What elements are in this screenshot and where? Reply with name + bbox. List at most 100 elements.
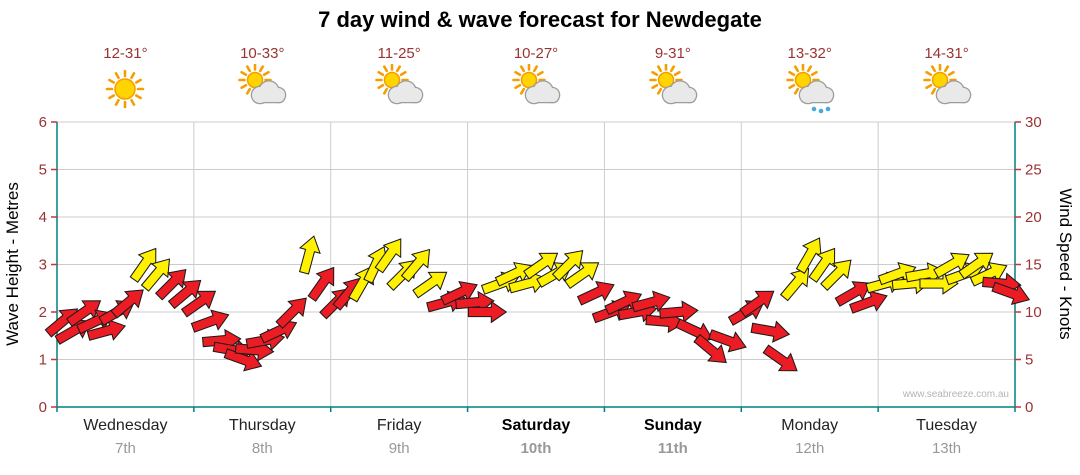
wind-arrow xyxy=(779,267,810,302)
sun-ray xyxy=(259,65,265,73)
sun-ray xyxy=(793,87,799,95)
wind-arrow-shape xyxy=(659,300,699,323)
sun-ray xyxy=(514,70,522,77)
sun-ray xyxy=(246,65,252,73)
wind-arrow-shape xyxy=(820,259,852,291)
wind-arrow xyxy=(412,271,448,299)
temperature-label-wednesday: 12-31° xyxy=(103,45,148,62)
wind-arrow-shape xyxy=(564,262,600,290)
wind-arrow xyxy=(958,252,994,280)
sun-ray xyxy=(377,83,385,90)
weather-icon-partly-cloudy xyxy=(922,64,971,105)
wind-arrow-shape xyxy=(523,252,559,280)
sun-ray xyxy=(240,70,248,77)
wind-arrow-shape xyxy=(307,266,335,302)
sun-ray xyxy=(130,98,136,106)
sun-rays-icon xyxy=(785,64,820,97)
page-title: 7 day wind & wave forecast for Newdegate xyxy=(318,7,762,32)
day-date-wednesday: 7th xyxy=(114,440,136,457)
wind-arrow xyxy=(154,269,187,301)
wind-arrow-shape xyxy=(834,281,872,307)
sun-ray xyxy=(943,65,949,73)
temperature-label-sunday: 9-31° xyxy=(654,45,691,62)
wind-arrow-shape xyxy=(708,329,747,353)
wind-arrow-shape xyxy=(779,267,810,302)
sun-ray xyxy=(514,83,522,90)
sun-ray xyxy=(787,70,795,77)
sun-ray xyxy=(130,72,136,80)
day-date-thursday: 8th xyxy=(251,440,273,457)
wind-arrow-shape xyxy=(750,320,791,343)
left-axis-title: Wave Height - Metres xyxy=(3,182,22,346)
cloud-icon xyxy=(661,80,698,105)
wind-arrow xyxy=(750,320,791,343)
sun-ray xyxy=(115,72,121,80)
sun-ray xyxy=(924,83,932,90)
sun-ray xyxy=(399,70,407,77)
left-axis-tick-label: 4 xyxy=(39,209,47,226)
wind-arrow xyxy=(307,266,335,302)
sun-ray xyxy=(810,70,818,77)
sun-ray xyxy=(651,70,659,77)
wind-arrow-shape xyxy=(958,252,994,280)
sun-ray xyxy=(383,87,389,95)
sun-ray xyxy=(108,94,116,100)
temperature-label-thursday: 10-33° xyxy=(240,45,285,62)
left-axis-tick-label: 1 xyxy=(39,352,47,369)
sun-ray xyxy=(396,65,402,73)
raindrops-icon xyxy=(811,106,831,114)
wind-arrow-shape xyxy=(412,271,448,299)
sun-ray xyxy=(669,65,675,73)
sun-ray xyxy=(651,83,659,90)
wind-arrow-shape xyxy=(167,279,202,310)
wind-arrow-shape xyxy=(275,297,307,329)
right-axis-tick-label: 15 xyxy=(1025,257,1042,274)
sun-ray xyxy=(135,78,143,84)
wind-arrow-shape xyxy=(154,269,187,301)
wind-arrow-shape xyxy=(693,333,727,364)
sun-rays-icon xyxy=(106,69,145,109)
sun-ray xyxy=(519,87,526,95)
right-axis-tick-label: 0 xyxy=(1025,399,1033,416)
sun-icon xyxy=(114,78,137,100)
day-date-monday: 12th xyxy=(795,440,825,457)
wind-arrow-shape xyxy=(762,344,798,372)
wind-arrow-shape xyxy=(551,250,584,282)
day-date-friday: 9th xyxy=(388,440,410,457)
watermark: www.seabreeze.com.au xyxy=(902,389,1009,400)
right-axis-tick-label: 20 xyxy=(1025,209,1042,226)
sun-ray xyxy=(787,83,795,90)
weather-icon-showers xyxy=(785,64,835,114)
wind-arrow-shape xyxy=(86,318,127,341)
day-label-tuesday: Tuesday xyxy=(916,417,977,434)
weather-icon-partly-cloudy xyxy=(512,64,561,105)
wind-arrow xyxy=(795,237,822,274)
wind-arrow xyxy=(762,344,798,372)
wind-arrow-shape xyxy=(991,281,1031,306)
temperature-label-friday: 11-25° xyxy=(377,45,421,62)
wind-arrow xyxy=(167,279,202,310)
sun-ray xyxy=(793,65,799,73)
day-label-saturday: Saturday xyxy=(501,417,571,434)
day-label-friday: Friday xyxy=(376,417,422,434)
wind-arrow-shape xyxy=(808,247,836,283)
wind-arrow-shape xyxy=(190,309,230,333)
wind-arrow xyxy=(190,309,230,333)
wind-arrow-shape xyxy=(180,290,217,318)
temperature-label-monday: 13-32° xyxy=(787,45,832,62)
sun-ray xyxy=(930,65,936,73)
wind-arrow xyxy=(523,252,559,280)
weather-icon-partly-cloudy xyxy=(375,64,424,105)
wind-arrow xyxy=(991,281,1031,306)
left-axis-tick-label: 0 xyxy=(39,399,47,416)
wind-arrow xyxy=(374,238,402,274)
sun-ray xyxy=(383,65,389,73)
sun-ray xyxy=(246,87,252,95)
wind-arrow xyxy=(564,262,600,290)
wind-arrow xyxy=(551,250,584,282)
sun-ray xyxy=(924,70,932,77)
wind-arrow-shape xyxy=(795,237,822,274)
day-label-thursday: Thursday xyxy=(228,417,296,434)
sun-ray xyxy=(263,70,271,77)
